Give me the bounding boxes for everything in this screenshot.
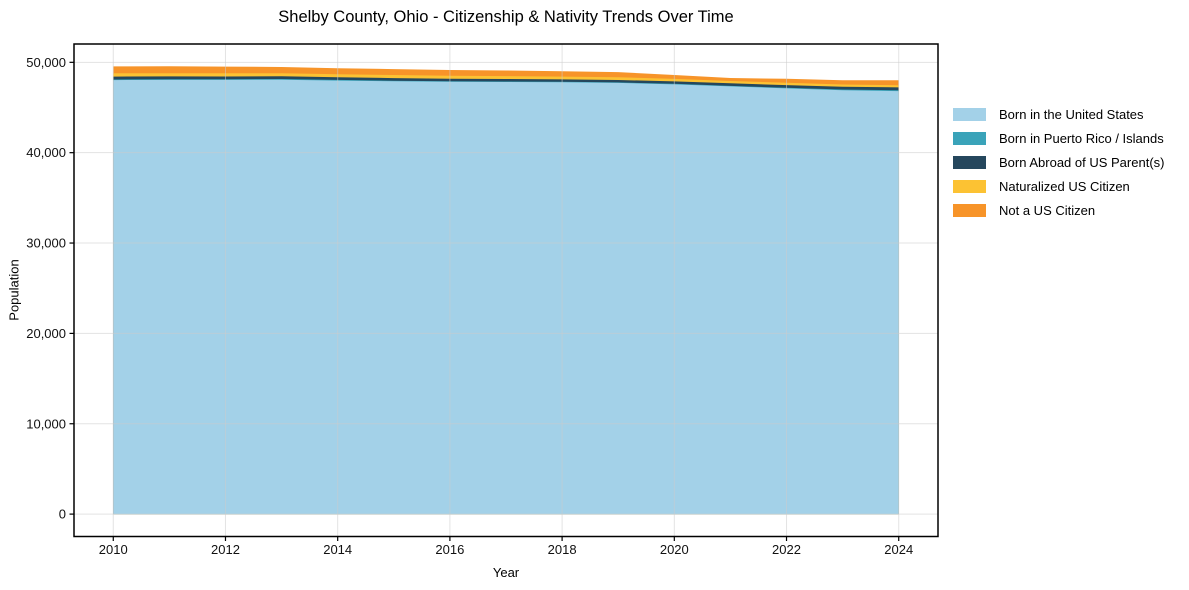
svg-text:2018: 2018: [548, 542, 577, 557]
legend-item: Not a US Citizen: [953, 198, 1164, 222]
svg-text:0: 0: [59, 507, 66, 522]
legend-label: Not a US Citizen: [999, 202, 1096, 218]
legend-label: Born in Puerto Rico / Islands: [999, 130, 1164, 146]
axis-tick-labels: 0 10,000 20,000 30,000 40,000 50,000 2010 2012 2…: [26, 55, 913, 557]
legend-swatch-icon: [953, 155, 986, 169]
legend-item: Born in Puerto Rico / Islands: [953, 126, 1164, 150]
legend: Born in the United States Born in Puerto…: [953, 102, 1164, 222]
svg-text:10,000: 10,000: [26, 416, 66, 431]
y-axis-label: Population: [6, 259, 22, 321]
svg-text:2016: 2016: [435, 542, 464, 557]
svg-text:2020: 2020: [660, 542, 689, 557]
svg-text:50,000: 50,000: [26, 55, 66, 70]
svg-text:2024: 2024: [884, 542, 913, 557]
legend-swatch-icon: [953, 107, 986, 121]
svg-text:2010: 2010: [99, 542, 128, 557]
legend-item: Born Abroad of US Parent(s): [953, 150, 1164, 174]
svg-text:2022: 2022: [772, 542, 801, 557]
gridlines: [74, 44, 938, 537]
legend-label: Naturalized US Citizen: [999, 178, 1130, 194]
plot-frame: [73, 43, 939, 538]
legend-label: Born in the United States: [999, 106, 1144, 122]
svg-text:2014: 2014: [323, 542, 352, 557]
legend-swatch-icon: [953, 131, 986, 145]
legend-swatch-icon: [953, 203, 986, 217]
legend-label: Born Abroad of US Parent(s): [999, 154, 1165, 170]
svg-text:2012: 2012: [211, 542, 240, 557]
legend-item: Born in the United States: [953, 102, 1164, 126]
svg-text:20,000: 20,000: [26, 326, 66, 341]
svg-text:40,000: 40,000: [26, 145, 66, 160]
legend-swatch-icon: [953, 179, 986, 193]
svg-text:30,000: 30,000: [26, 236, 66, 251]
series-area-0: [113, 79, 899, 515]
x-axis-label: Year: [492, 565, 520, 580]
axis-ticks: [69, 61, 900, 541]
legend-item: Naturalized US Citizen: [953, 174, 1164, 198]
chart-title: Shelby County, Ohio - Citizenship & Nati…: [278, 8, 734, 26]
